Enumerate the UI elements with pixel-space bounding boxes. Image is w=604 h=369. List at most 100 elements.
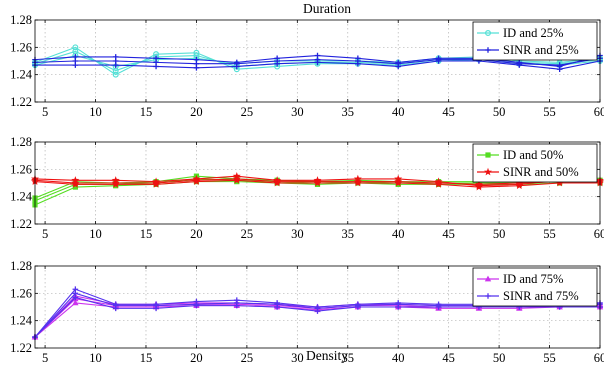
- data-point: [112, 67, 119, 74]
- data-point: [153, 302, 159, 309]
- x-tick-label: 10: [89, 227, 102, 241]
- x-tick-label: 20: [190, 227, 203, 241]
- x-tick-label: 30: [291, 351, 304, 365]
- legend-label: ID and 25%: [503, 26, 563, 40]
- data-point: [474, 180, 483, 188]
- data-point: [72, 58, 79, 64]
- x-tick-label: 40: [392, 227, 405, 241]
- y-tick-label: 1.22: [10, 217, 32, 231]
- x-tick-label: 5: [42, 351, 48, 365]
- data-point: [232, 174, 241, 183]
- data-point: [515, 178, 524, 187]
- y-tick-label: 1.24: [10, 68, 33, 82]
- data-point: [556, 62, 563, 68]
- data-point: [274, 58, 280, 64]
- x-tick-label: 40: [392, 351, 405, 365]
- x-tick-label: 50: [493, 227, 506, 241]
- data-point: [192, 176, 201, 184]
- x-tick-label: 30: [291, 227, 304, 241]
- x-tick-label: 35: [342, 227, 355, 241]
- x-tick-label: 10: [89, 105, 102, 119]
- y-tick-label: 1.26: [10, 286, 32, 300]
- plot-frame: [34, 141, 601, 225]
- plot-frame: [34, 265, 601, 349]
- data-point: [112, 71, 119, 78]
- data-point: [72, 44, 79, 51]
- y-tick-label: 1.26: [10, 40, 32, 54]
- y-tick-label: 1.26: [10, 162, 32, 176]
- x-tick-label: 20: [190, 105, 203, 119]
- x-tick-label: 25: [241, 105, 254, 119]
- x-tick-label: 5: [42, 105, 48, 119]
- data-point: [273, 177, 282, 186]
- panel-50-percent: 5 10 15 20 25 30 35 40 45 50 55 60 1.22 1.24 1.26 1.28 I…: [10, 135, 604, 241]
- panel-75-percent: 5 10 15 20 25 30 35 40 45 50 55 60 1.22 1.24 1.26 1.28 I…: [10, 259, 604, 365]
- legend: ID and 50% SINR and 50%: [472, 143, 598, 183]
- y-tick-label: 1.28: [10, 13, 32, 27]
- data-point: [153, 59, 159, 66]
- legend-box: [472, 143, 598, 183]
- data-point: [395, 301, 402, 308]
- data-point: [314, 56, 321, 63]
- figure-title: Duration: [303, 1, 351, 16]
- x-tick-label: 55: [543, 105, 556, 119]
- x-tick-label: 15: [140, 227, 153, 241]
- data-point: [112, 302, 119, 309]
- x-tick-label: 60: [594, 351, 604, 365]
- data-point: [516, 60, 523, 67]
- x-tick-label: 50: [493, 351, 506, 365]
- legend-marker: [485, 152, 491, 158]
- y-tick-label: 1.22: [10, 95, 32, 109]
- legend-marker: [485, 293, 491, 299]
- legend-label: SINR and 25%: [503, 43, 579, 57]
- x-tick-label: 25: [241, 227, 254, 241]
- y-tick-label: 1.24: [10, 314, 33, 328]
- legend: ID and 75% SINR and 75%: [472, 267, 598, 307]
- legend-label: ID and 50%: [503, 148, 563, 162]
- x-tick-label: 55: [543, 227, 556, 241]
- data-point: [435, 56, 442, 63]
- data-point: [353, 177, 362, 186]
- data-point: [72, 48, 79, 55]
- data-point: [355, 302, 361, 309]
- data-point: [152, 178, 161, 187]
- legend-box: [472, 21, 598, 61]
- legend-marker: [484, 275, 492, 282]
- x-tick-label: 20: [190, 351, 203, 365]
- legend-marker: [485, 47, 491, 53]
- data-point: [394, 177, 403, 186]
- data-point: [355, 58, 361, 64]
- x-tick-label: 60: [594, 227, 604, 241]
- plot-frame: [34, 19, 601, 103]
- x-tick-label: 55: [543, 351, 556, 365]
- data-point: [395, 60, 402, 67]
- data-point: [434, 178, 443, 187]
- data-point: [71, 178, 80, 187]
- panel-25-percent: 5 10 15 20 25 30 35 40 45 50 55 60 1.22 1.24 1.26 1.28 I…: [10, 13, 604, 119]
- x-tick-label: 15: [140, 351, 153, 365]
- data-point: [435, 302, 442, 309]
- x-tick-label: 35: [342, 105, 355, 119]
- x-tick-label: 15: [140, 105, 153, 119]
- x-axis-label: Density: [306, 348, 348, 363]
- data-point: [314, 305, 321, 312]
- data-point: [112, 58, 119, 64]
- data-point: [274, 301, 280, 308]
- data-point: [515, 181, 524, 190]
- x-tick-label: 10: [89, 351, 102, 365]
- y-tick-label: 1.28: [10, 135, 32, 149]
- legend-marker: [484, 167, 492, 176]
- x-tick-label: 45: [442, 227, 455, 241]
- data-point: [233, 300, 240, 306]
- legend-box: [472, 267, 598, 307]
- data-point: [193, 301, 200, 308]
- x-tick-label: 25: [241, 351, 254, 365]
- y-tick-label: 1.22: [10, 341, 32, 355]
- x-tick-label: 5: [42, 227, 48, 241]
- x-tick-label: 40: [392, 105, 405, 119]
- legend-marker: [485, 30, 492, 37]
- x-tick-label: 60: [594, 105, 604, 119]
- legend-label: SINR and 50%: [503, 165, 579, 179]
- data-point: [72, 290, 79, 297]
